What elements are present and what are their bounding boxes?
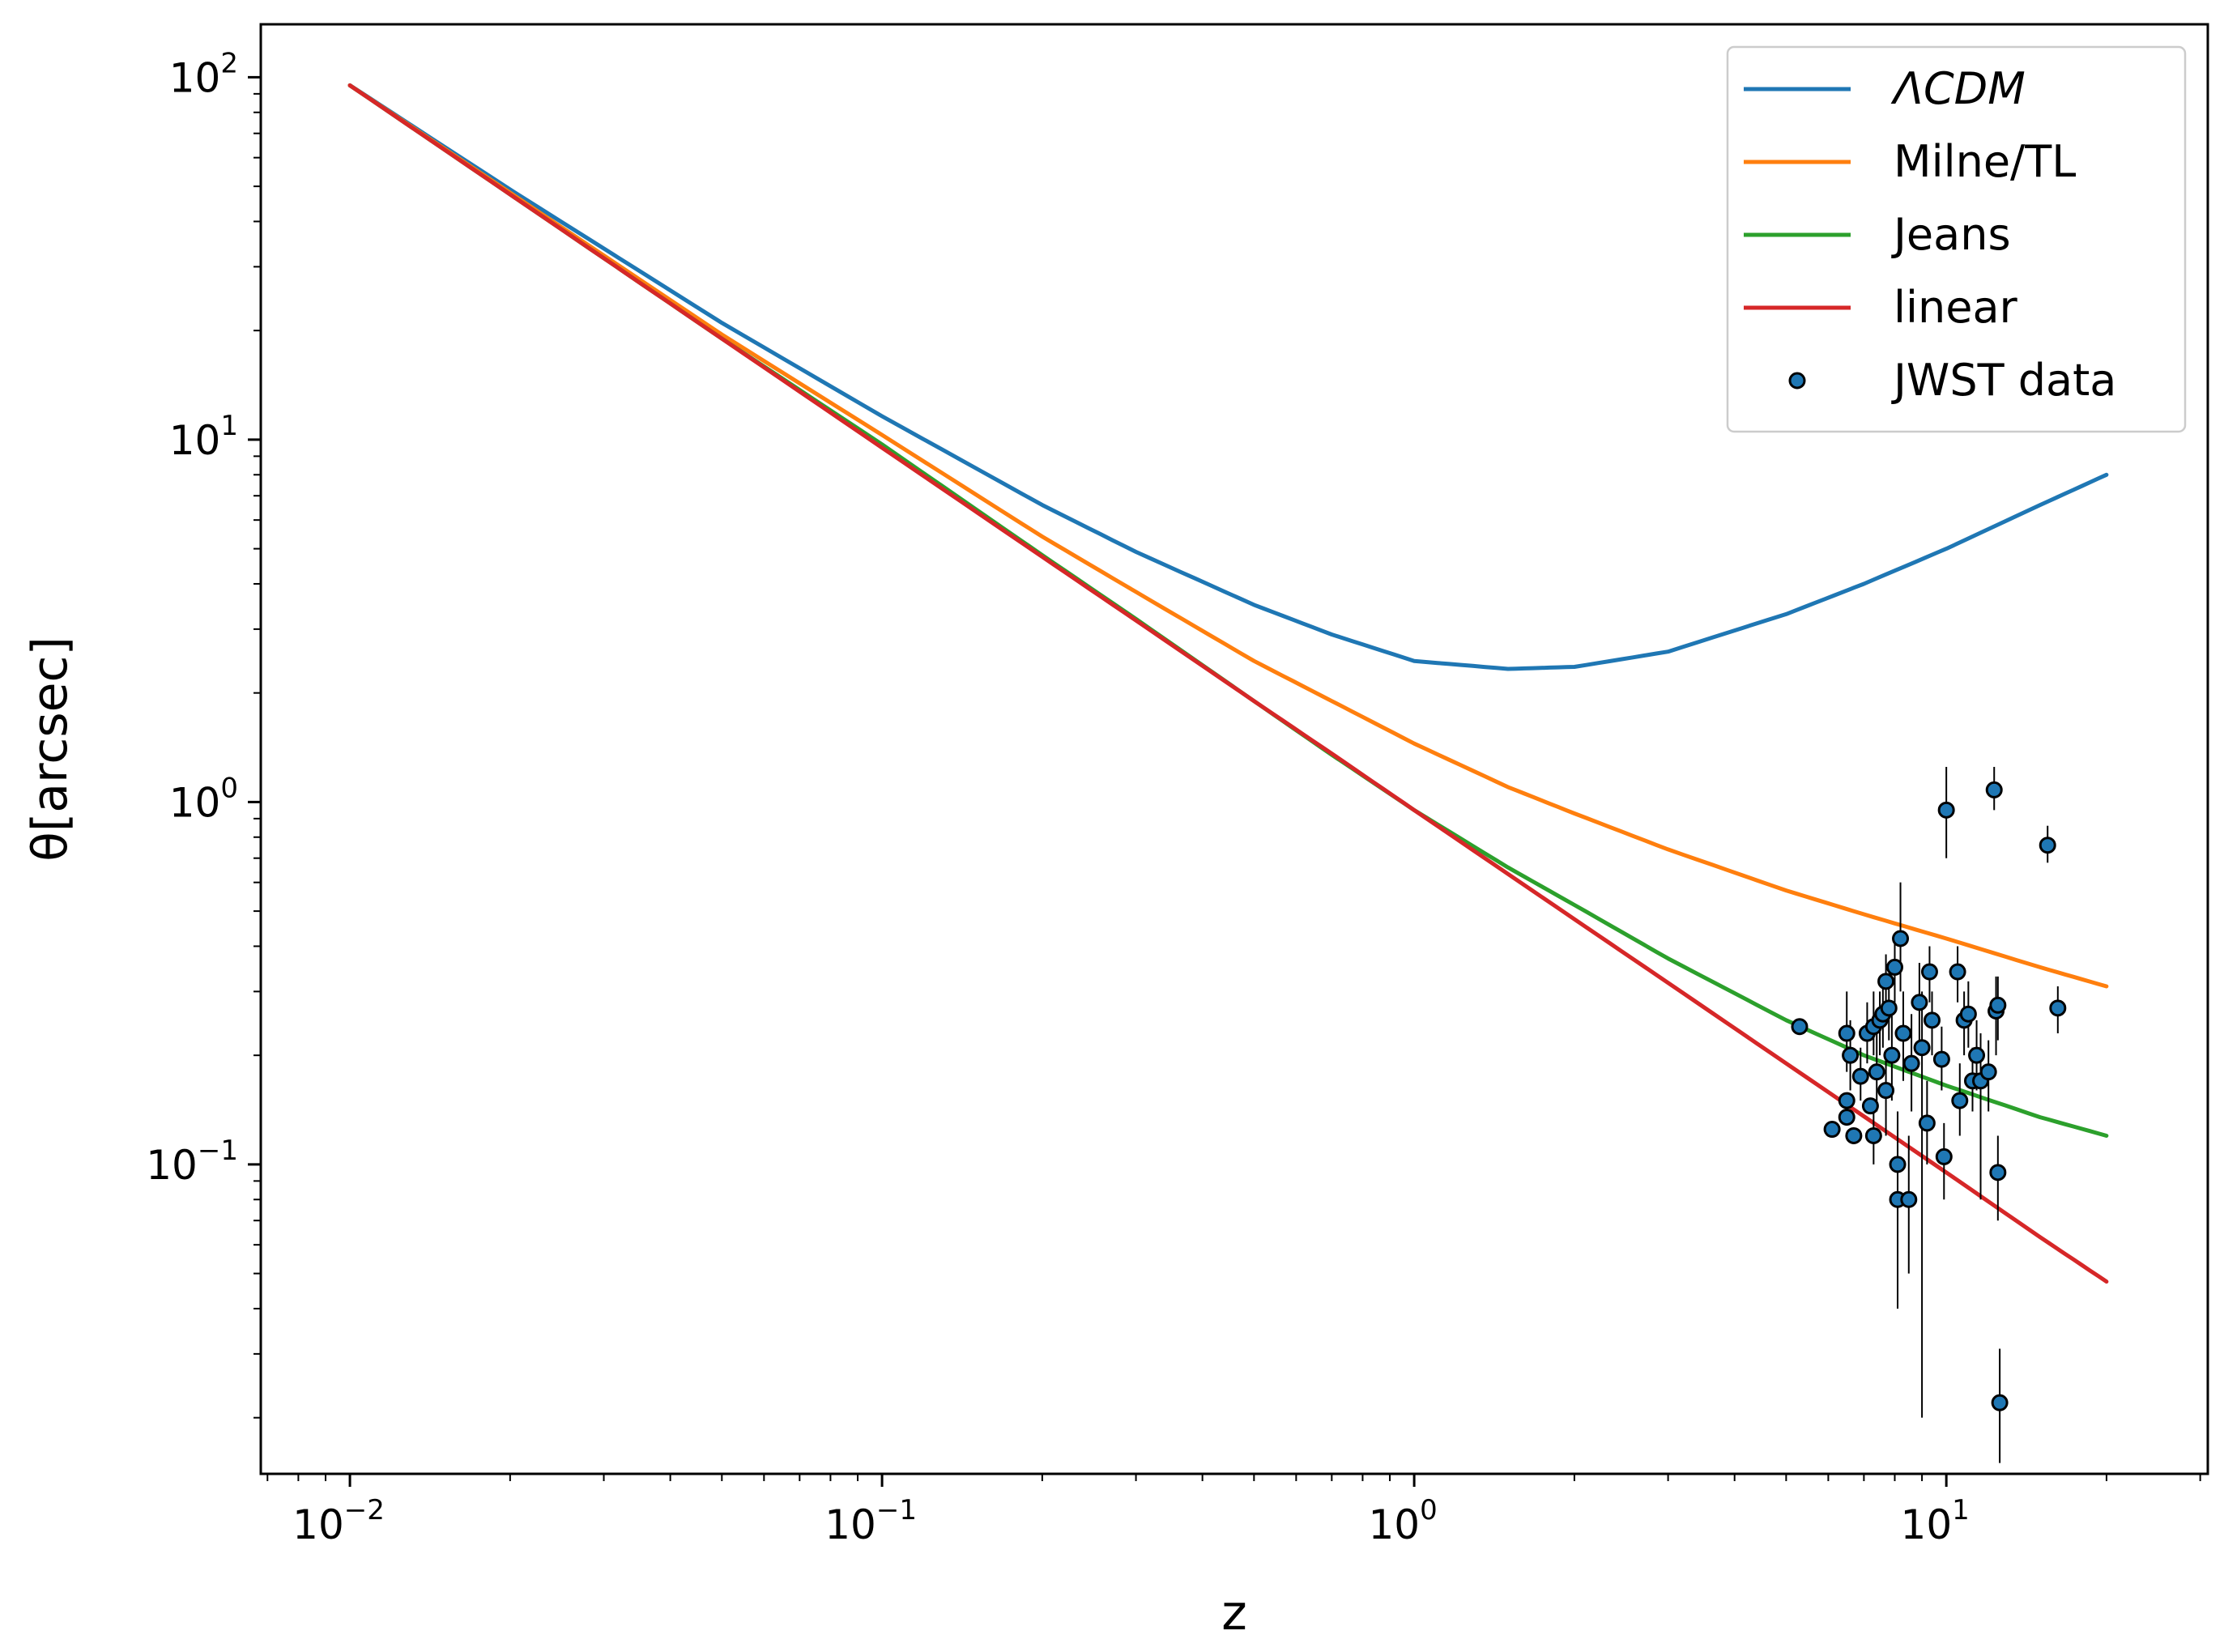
legend-label: JWST data — [1891, 355, 2116, 406]
data-point — [1883, 1046, 1901, 1064]
legend-label: Jeans — [1891, 209, 2011, 260]
data-point — [1902, 1054, 1920, 1072]
x-axis-label: z — [1221, 1585, 1247, 1641]
data-point — [1889, 1156, 1907, 1173]
data-point — [1864, 1126, 1882, 1144]
data-point — [1838, 1024, 1855, 1042]
data-point — [1932, 1050, 1950, 1068]
data-point — [1937, 801, 1955, 819]
points-layer — [1791, 781, 2067, 1411]
data-point — [1949, 963, 1966, 981]
axes-frame — [259, 23, 2209, 1475]
data-point — [1989, 996, 2007, 1014]
y-tick-label: 10−1 — [146, 1135, 238, 1189]
data-point — [1935, 1147, 1953, 1165]
legend-marker — [1788, 372, 1806, 390]
series-line-3 — [347, 83, 2109, 1284]
data-point — [1877, 1082, 1895, 1100]
data-point — [1985, 781, 2003, 798]
data-point — [1959, 1005, 1977, 1023]
data-point — [1894, 1024, 1912, 1042]
data-point — [1791, 1018, 1809, 1036]
series-line-0 — [347, 83, 2109, 671]
x-tick-label: 10−1 — [824, 1494, 917, 1548]
y-tick-label: 101 — [169, 410, 238, 464]
x-tick-label: 10−2 — [292, 1494, 385, 1548]
data-point — [1845, 1126, 1863, 1144]
legend-label: Milne/TL — [1894, 136, 2076, 187]
data-point — [1838, 1109, 1855, 1126]
data-point — [1920, 963, 1938, 981]
data-point — [1979, 1063, 1997, 1081]
series-line-1 — [347, 83, 2109, 989]
data-point — [2039, 837, 2056, 854]
data-point — [1918, 1114, 1936, 1132]
y-axis-label: θ[arcsec] — [22, 637, 79, 862]
legend: ΛCDM Milne/TL Jeans linear JWST data — [1726, 45, 2187, 433]
data-point — [1892, 930, 1910, 947]
data-point — [1913, 1039, 1931, 1057]
data-point — [1951, 1092, 1969, 1109]
data-point — [1968, 1046, 1986, 1064]
y-tick-label: 102 — [169, 47, 238, 101]
data-point — [1877, 973, 1895, 990]
data-point — [1842, 1046, 1860, 1064]
data-point — [1880, 999, 1898, 1017]
data-point — [1924, 1011, 1941, 1029]
legend-label: ΛCDM — [1890, 63, 2026, 114]
data-point — [1900, 1190, 1918, 1208]
data-point — [1823, 1121, 1841, 1139]
data-point — [1838, 1092, 1855, 1109]
x-tick-label: 101 — [1901, 1494, 1970, 1548]
data-point — [1911, 994, 1928, 1011]
data-point — [1861, 1097, 1879, 1115]
data-point — [2049, 999, 2067, 1017]
x-axis: 10−2 10−1 100 101 — [266, 1474, 2201, 1548]
data-point — [1868, 1063, 1885, 1081]
legend-box — [1726, 45, 2187, 433]
legend-label: linear — [1894, 282, 2018, 333]
data-point — [1989, 1164, 2007, 1182]
data-point — [1885, 958, 1903, 976]
y-tick-label: 100 — [169, 772, 238, 826]
data-point — [1991, 1394, 2009, 1411]
y-axis: 10−1 100 101 102 — [146, 47, 261, 1419]
data-point — [1851, 1067, 1869, 1085]
x-tick-label: 100 — [1368, 1494, 1437, 1548]
